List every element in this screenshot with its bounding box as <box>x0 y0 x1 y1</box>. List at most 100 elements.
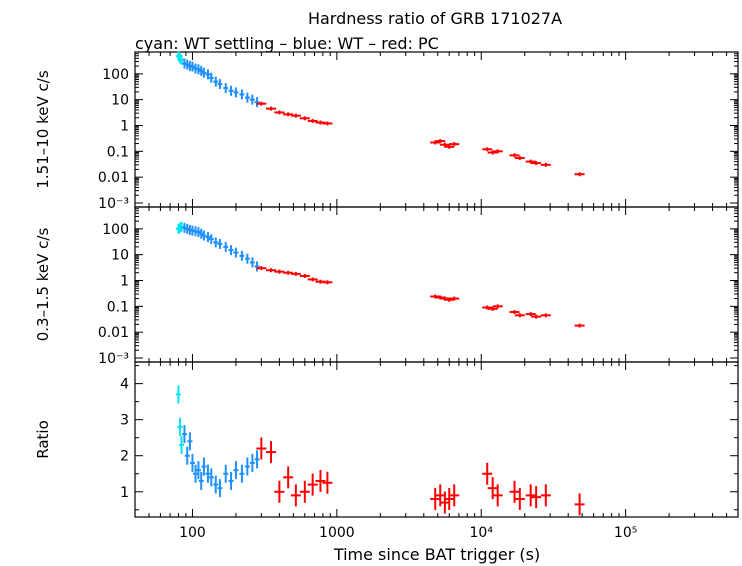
series-pc <box>256 437 585 516</box>
data-point <box>525 484 536 507</box>
data-point <box>175 385 181 404</box>
data-point <box>514 487 525 510</box>
data-point <box>540 162 551 167</box>
data-point <box>195 461 201 480</box>
data-point <box>509 153 520 158</box>
data-point <box>307 473 318 496</box>
data-point <box>449 142 460 147</box>
y-axis-label: 0.3–1.5 keV c/s <box>34 228 52 342</box>
data-point <box>444 487 455 510</box>
data-point <box>244 92 250 103</box>
data-point <box>217 238 223 249</box>
y-tick-label: 0.1 <box>107 144 129 160</box>
x-axis-label: Time since BAT trigger (s) <box>333 545 540 564</box>
data-point <box>184 59 190 70</box>
data-point <box>307 118 318 123</box>
data-point <box>254 450 260 469</box>
panels-group: 100 10 1 0.1 0.01 10⁻³ 1.51–10 keV c/s 100 10 1 0.… <box>34 51 739 518</box>
data-point <box>249 257 255 268</box>
data-point <box>509 310 520 315</box>
y-tick-label: 0.01 <box>98 170 129 186</box>
data-point <box>290 113 301 118</box>
data-point <box>184 223 190 234</box>
data-point <box>201 457 207 476</box>
data-point <box>514 313 525 318</box>
data-point <box>290 271 301 276</box>
data-point <box>444 297 455 302</box>
data-point <box>444 144 455 149</box>
y-tick-label: 0.1 <box>107 299 129 315</box>
data-point <box>195 227 201 238</box>
x-tick-label: 10⁵ <box>614 525 637 541</box>
data-point <box>574 493 585 516</box>
data-point <box>184 446 190 465</box>
data-point <box>487 150 498 155</box>
series-pc <box>256 101 585 177</box>
y-tick-label: 10 <box>111 93 129 109</box>
data-point <box>208 234 214 245</box>
y-tick-label: 0.01 <box>98 325 129 341</box>
data-point <box>540 484 551 507</box>
chart-subtitle: cyan: WT settling – blue: WT – red: PC <box>135 34 439 53</box>
data-point <box>201 230 207 241</box>
data-point <box>249 94 255 105</box>
y-axis-label: Ratio <box>34 420 52 459</box>
panel-3: 1 2 3 4 Ratio <box>34 361 739 518</box>
data-point <box>256 101 267 106</box>
data-point <box>201 67 207 78</box>
data-point <box>193 464 199 483</box>
data-point <box>482 462 493 485</box>
data-point <box>228 245 234 256</box>
data-point <box>322 471 333 494</box>
data-point <box>531 314 542 319</box>
y-tick-label: 10 <box>111 248 129 264</box>
data-point <box>482 147 493 152</box>
x-tick-label: 100 <box>179 525 206 541</box>
panel-frame <box>134 51 739 208</box>
y-tick-label: 100 <box>102 222 129 238</box>
data-point <box>254 97 260 108</box>
data-point <box>487 477 498 500</box>
series-wt <box>181 58 260 108</box>
data-point <box>492 149 503 154</box>
data-point <box>239 89 245 100</box>
y-tick-label: 100 <box>102 67 129 83</box>
data-point <box>213 76 219 87</box>
data-point <box>266 441 277 464</box>
panel-1: 100 10 1 0.1 0.01 10⁻³ 1.51–10 keV c/s <box>34 51 739 212</box>
data-point <box>299 273 310 278</box>
y-tick-label: 3 <box>120 413 129 429</box>
data-point <box>223 241 229 252</box>
data-point <box>449 484 460 507</box>
data-point <box>208 468 214 487</box>
chart-title: Hardness ratio of GRB 171027A <box>308 9 562 28</box>
panel-frame <box>134 361 739 518</box>
data-point <box>525 159 536 164</box>
data-point <box>574 172 585 177</box>
data-point <box>283 466 294 489</box>
data-point <box>482 305 493 310</box>
data-point <box>223 83 229 94</box>
y-tick-label: 10⁻³ <box>98 196 129 212</box>
y-tick-label: 10⁻³ <box>98 351 129 367</box>
data-point <box>449 296 460 301</box>
data-point <box>315 469 326 492</box>
data-point <box>256 266 267 271</box>
data-point <box>179 435 185 454</box>
data-point <box>290 484 301 507</box>
y-axis-label: 1.51–10 keV c/s <box>34 70 52 188</box>
data-point <box>239 250 245 261</box>
data-point <box>274 480 285 503</box>
data-point <box>228 85 234 96</box>
data-point <box>430 140 441 145</box>
y-tick-label: 1 <box>120 118 129 134</box>
y-tick-label: 1 <box>120 273 129 289</box>
data-point <box>205 232 211 243</box>
data-point <box>213 237 219 248</box>
data-point <box>574 323 585 328</box>
data-point <box>181 222 187 233</box>
x-axis: 100 1000 10⁴ 10⁵ <box>179 525 637 541</box>
data-point <box>213 475 219 494</box>
series-wt-settling <box>175 385 185 454</box>
